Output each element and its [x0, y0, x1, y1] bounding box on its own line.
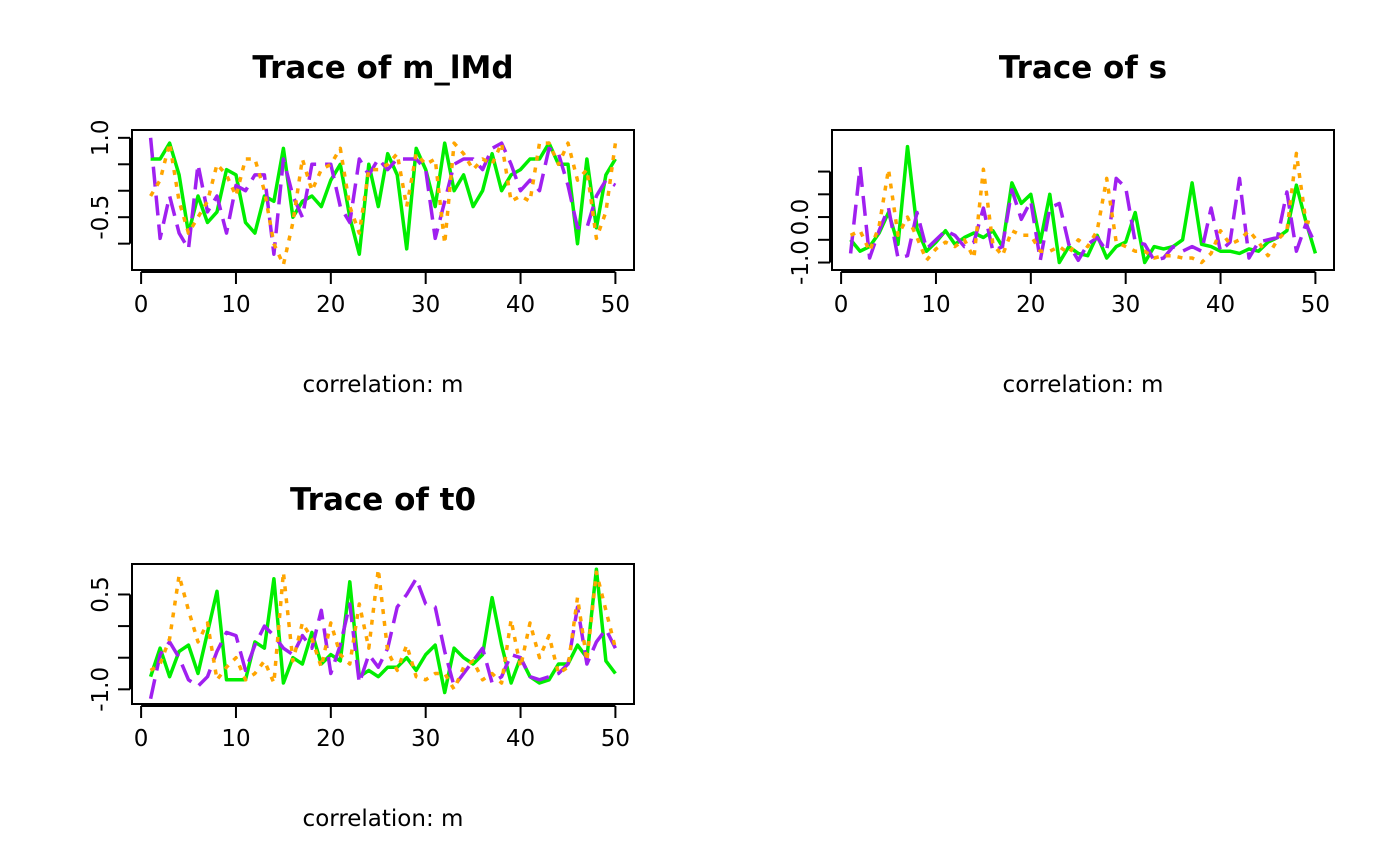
series-line-2 [148, 137, 617, 256]
y-tick-label: 0.0 [788, 199, 814, 236]
plot-frame [831, 129, 1335, 271]
x-tick-label: 40 [1206, 292, 1235, 318]
panel-m-lmd: Trace of m_lMd 0 10 20 30 40 50 -0.5 1.0 correlat… [88, 50, 635, 398]
series-line-2 [848, 165, 1317, 263]
x-tick-label: 10 [221, 292, 250, 318]
x-tick-label: 0 [834, 292, 849, 318]
chart-title: Trace of s [999, 50, 1167, 86]
x-tick-label: 10 [921, 292, 950, 318]
x-tick-label: 30 [411, 292, 440, 318]
x-tick-label: 30 [411, 726, 440, 752]
x-tick-label: 50 [601, 726, 630, 752]
y-tick-label: -1.0 [788, 240, 814, 285]
x-tick-label: 30 [1111, 292, 1140, 318]
x-tick-label: 10 [221, 726, 250, 752]
series-line-2 [148, 576, 617, 700]
x-tick-label: 40 [506, 726, 535, 752]
x-axis-label: correlation: m [303, 372, 464, 398]
x-tick-label: 40 [506, 292, 535, 318]
x-tick-label: 50 [601, 292, 630, 318]
chart-title: Trace of t0 [290, 482, 476, 518]
series-line-3 [149, 567, 618, 692]
series-line-3 [849, 151, 1316, 265]
plot-frame [131, 129, 635, 271]
x-tick-label: 0 [134, 726, 149, 752]
plot-frame [131, 563, 635, 705]
panel-s: Trace of s 0 10 20 30 40 50 -1.0 0.0 correlation:… [788, 50, 1335, 398]
y-tick-label: -1.0 [88, 667, 114, 712]
x-axis-label: correlation: m [1003, 372, 1164, 398]
series-line-3 [149, 141, 618, 267]
series-line-1 [849, 144, 1318, 265]
x-tick-label: 20 [316, 726, 345, 752]
x-tick-label: 20 [316, 292, 345, 318]
x-tick-label: 0 [134, 292, 149, 318]
y-tick-label: 0.5 [88, 576, 114, 613]
x-tick-label: 20 [1016, 292, 1045, 318]
y-tick-label: -0.5 [88, 195, 114, 240]
x-axis-label: correlation: m [303, 806, 464, 832]
series-line-1 [148, 567, 617, 695]
x-tick-label: 50 [1301, 292, 1330, 318]
chart-title: Trace of m_lMd [252, 50, 513, 86]
y-tick-label: 1.0 [88, 120, 114, 157]
panel-t0: Trace of t0 0 10 20 30 40 50 -1.0 0.5 correlation… [88, 482, 635, 832]
